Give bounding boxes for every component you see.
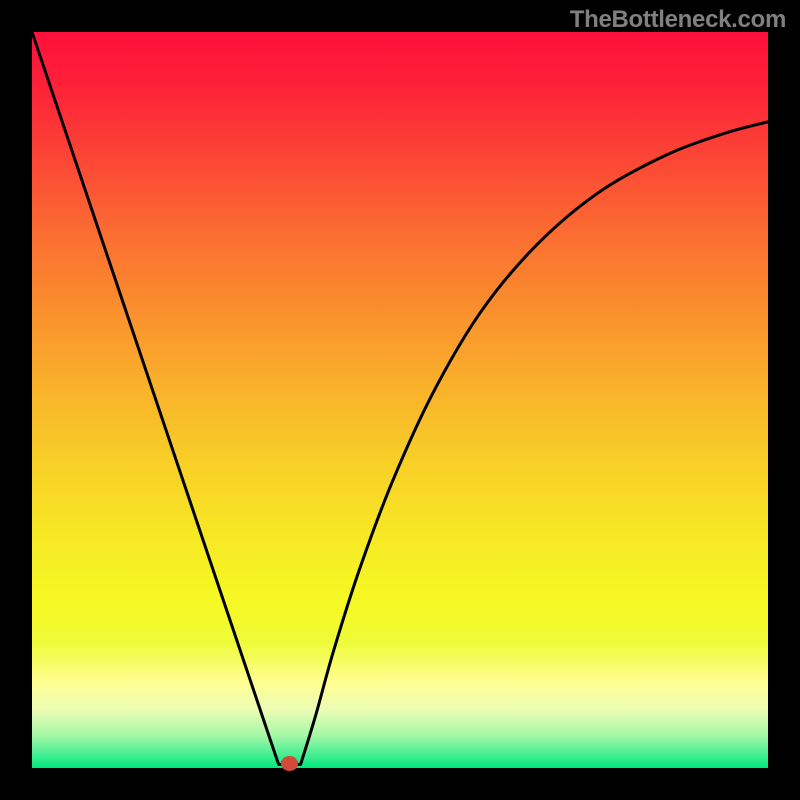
bottleneck-curve	[32, 32, 768, 768]
plot-area	[32, 32, 768, 768]
optimal-point-marker	[281, 756, 299, 771]
watermark-text: TheBottleneck.com	[570, 6, 786, 34]
